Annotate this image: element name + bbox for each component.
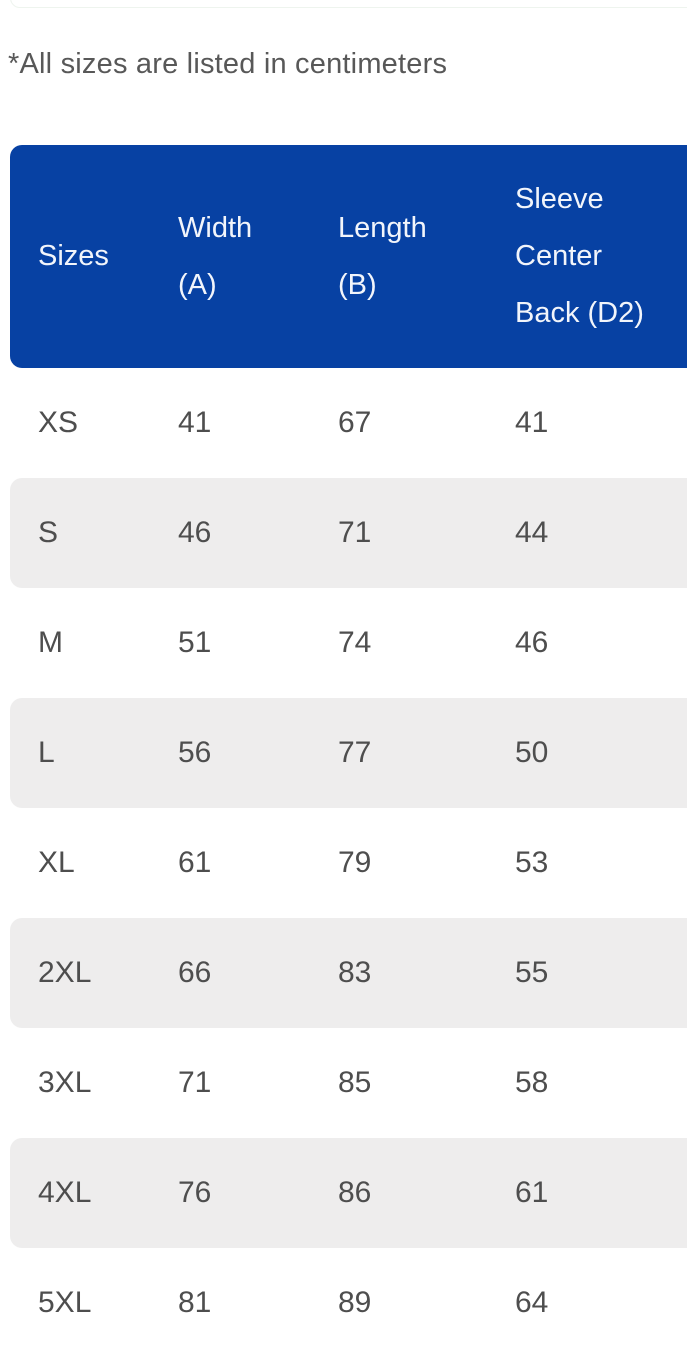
size-row-s: S 46 71 44 [10,478,687,588]
size-cell: 2XL [10,918,150,1028]
sleeve-cell: 46 [515,626,549,659]
width-cell: 41 [178,406,212,439]
length-cell: 83 [310,918,487,1028]
size-row-4xl: 4XL 76 86 61 [10,1138,687,1248]
header-row: Sizes Width (A) Length (B) Sleeve Center… [10,145,687,368]
size-row-m: M 51 74 46 [10,588,687,698]
size-row-xl: XL 61 79 53 [10,808,687,918]
col-header-sizes: Sizes [10,145,150,368]
sleeve-cell: 55 [487,918,687,1028]
col-header-width: Width (A) [150,145,310,368]
sleeve-cell: 53 [515,846,549,879]
length-cell: 74 [338,626,372,659]
size-cell: XL [38,846,75,879]
width-cell: 71 [178,1066,212,1099]
sleeve-cell: 58 [515,1066,549,1099]
length-cell: 86 [310,1138,487,1248]
cutoff-element-above [10,0,687,8]
sleeve-cell: 64 [515,1286,549,1319]
size-chart-table: Sizes Width (A) Length (B) Sleeve Center… [10,145,687,1358]
size-cell: 4XL [10,1138,150,1248]
length-cell: 85 [338,1066,372,1099]
width-cell: 81 [178,1286,212,1319]
width-cell: 66 [150,918,310,1028]
length-cell: 79 [338,846,372,879]
sizes-note: *All sizes are listed in centimeters [8,48,448,80]
length-cell: 71 [310,478,487,588]
col-header-sleeve: Sleeve Center Back (D2) [487,145,687,368]
size-row-3xl: 3XL 71 85 58 [10,1028,687,1138]
size-cell: S [10,478,150,588]
size-cell: 5XL [38,1286,92,1319]
size-row-l: L 56 77 50 [10,698,687,808]
length-cell: 89 [338,1286,372,1319]
size-row-2xl: 2XL 66 83 55 [10,918,687,1028]
size-chart-scroll-area[interactable]: Sizes Width (A) Length (B) Sleeve Center… [10,145,687,1358]
width-cell: 56 [150,698,310,808]
sleeve-cell: 44 [487,478,687,588]
length-cell: 67 [338,406,372,439]
sleeve-cell: 61 [487,1138,687,1248]
size-cell: XS [38,406,79,439]
width-cell: 51 [178,626,212,659]
size-cell: M [38,626,63,659]
length-cell: 77 [310,698,487,808]
width-cell: 46 [150,478,310,588]
sleeve-cell: 50 [487,698,687,808]
width-cell: 61 [178,846,212,879]
size-row-xs: XS 41 67 41 [10,368,687,478]
sleeve-cell: 41 [515,406,549,439]
size-cell: 3XL [38,1066,92,1099]
width-cell: 76 [150,1138,310,1248]
col-header-length: Length (B) [310,145,487,368]
size-chart-header: Sizes Width (A) Length (B) Sleeve Center… [10,145,687,368]
size-cell: L [10,698,150,808]
size-chart-body: XS 41 67 41 S 46 71 44 M 51 74 46 L 56 7… [10,368,687,1358]
size-row-5xl: 5XL 81 89 64 [10,1248,687,1358]
